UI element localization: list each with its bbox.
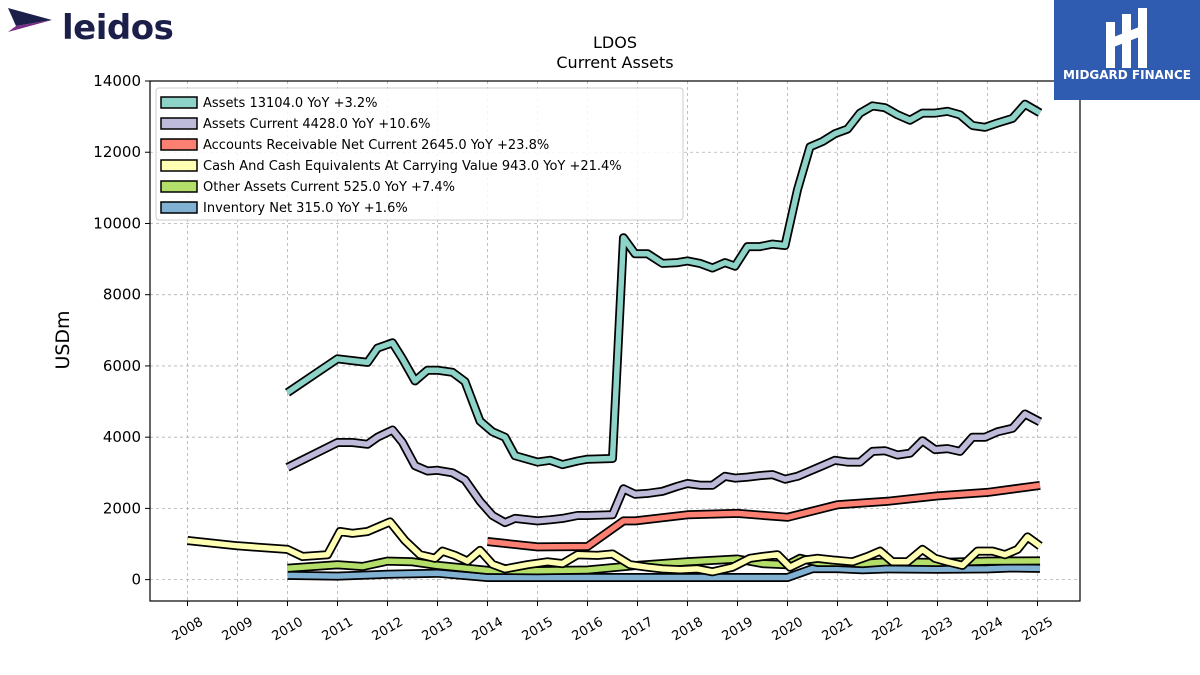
- x-tick-label: 2010: [270, 615, 306, 645]
- legend-swatch-inventory: [160, 201, 198, 214]
- legend-swatch-other_assets: [160, 180, 198, 193]
- series-line-assets_current: [286, 411, 1042, 526]
- y-tick-label: 4000: [103, 428, 141, 446]
- x-tick-label: 2025: [1020, 615, 1056, 645]
- leidos-logo: leidos: [6, 4, 176, 48]
- x-tick-label: 2018: [670, 615, 706, 645]
- legend: Assets 13104.0 YoY +3.2% Assets Current 4…: [155, 87, 684, 221]
- plot-frame: [149, 80, 1081, 602]
- x-tick-label: 2023: [920, 615, 956, 645]
- midgard-logo-icon: [1106, 8, 1147, 68]
- x-tick-label: 2022: [870, 615, 906, 645]
- midgard-badge-text: MIDGARD FINANCE: [1063, 68, 1191, 82]
- legend-label: Other Assets Current 525.0 YoY +7.4%: [203, 180, 455, 195]
- legend-label: Accounts Receivable Net Current 2645.0 Y…: [203, 138, 549, 153]
- x-tick-label: 2011: [320, 615, 356, 645]
- legend-swatch-assets_current: [160, 117, 198, 130]
- x-tick-label: 2008: [170, 615, 206, 645]
- series-line-accounts_receivable: [487, 482, 1041, 550]
- x-tick-label: 2012: [370, 615, 406, 645]
- chart-subtitle: Current Assets: [556, 53, 673, 72]
- legend-swatch-cash: [160, 159, 198, 172]
- x-tick-label: 2021: [820, 615, 856, 645]
- y-tick-label: 6000: [103, 357, 141, 375]
- series-line-inventory: [287, 565, 1041, 581]
- y-tick-label: 12000: [93, 143, 141, 161]
- legend-swatch-assets: [160, 96, 198, 109]
- y-tick-label: 0: [131, 571, 141, 589]
- x-tick-label: 2009: [220, 615, 256, 645]
- y-tick-label: 14000: [93, 72, 141, 90]
- x-tick-label: 2015: [520, 615, 556, 645]
- x-tick-label: 2014: [470, 615, 506, 645]
- chart-title: LDOS: [593, 33, 637, 52]
- series-lines: [187, 99, 1043, 582]
- series-line-cash: [187, 519, 1042, 575]
- y-tick-label: 2000: [103, 499, 141, 517]
- legend-label: Cash And Cash Equivalents At Carrying Va…: [203, 159, 622, 174]
- y-tick-label: 8000: [103, 286, 141, 304]
- legend-swatch-accounts_receivable: [160, 138, 198, 151]
- leidos-logo-text: leidos: [62, 8, 174, 48]
- midgard-finance-badge: MIDGARD FINANCE: [1054, 0, 1200, 100]
- series-outline-assets_current: [285, 409, 1043, 528]
- y-axis-label: USDm: [52, 310, 74, 369]
- x-tick-label: 2024: [970, 615, 1006, 645]
- series-line-other_assets: [287, 555, 1041, 574]
- x-tick-label: 2017: [620, 615, 656, 645]
- legend-label: Inventory Net 315.0 YoY +1.6%: [203, 201, 408, 216]
- x-tick-label: 2019: [720, 615, 756, 645]
- x-tick-label: 2013: [420, 615, 456, 645]
- leidos-logo-icon: [8, 8, 52, 32]
- x-tick-label: 2016: [570, 615, 606, 645]
- legend-box: [155, 87, 684, 221]
- series-line-assets: [285, 101, 1042, 468]
- x-tick-label: 2020: [770, 615, 806, 645]
- legend-label: Assets Current 4428.0 YoY +10.6%: [203, 117, 430, 132]
- y-tick-label: 10000: [93, 214, 141, 232]
- legend-label: Assets 13104.0 YoY +3.2%: [203, 96, 378, 111]
